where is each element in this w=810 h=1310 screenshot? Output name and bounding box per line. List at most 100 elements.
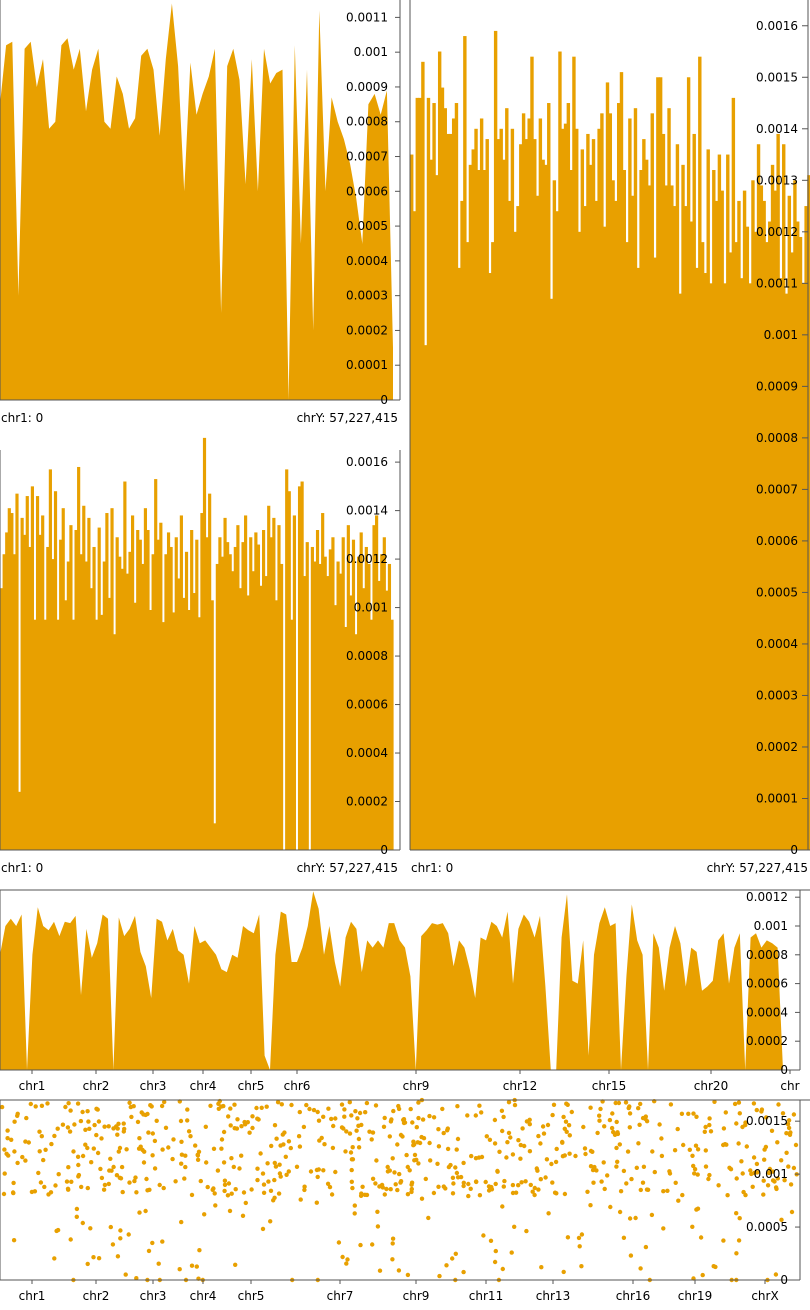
scatter-point [99, 1175, 105, 1181]
panel-c-bar [672, 206, 677, 850]
panel-c-bar [748, 283, 752, 851]
scatter-point [118, 1228, 123, 1233]
scatter-point [408, 1106, 413, 1112]
panel-b-bar [367, 563, 371, 850]
scatter-point [160, 1147, 165, 1152]
scatter-point [205, 1184, 210, 1190]
scatter-point [123, 1272, 128, 1277]
scatter-point [76, 1162, 81, 1168]
scatter-point [137, 1210, 142, 1215]
panel-c-bar [807, 175, 810, 850]
panel-c-bar [714, 200, 719, 850]
scatter-point [250, 1114, 255, 1119]
scatter-point [162, 1099, 167, 1105]
scatter-point [331, 1123, 336, 1129]
scatter-point [638, 1101, 643, 1107]
scatter-point [488, 1238, 494, 1244]
panel-b-bar [10, 513, 14, 850]
scatter-point [773, 1272, 779, 1277]
panel-c-x-end-label: chrY: 57,227,415 [707, 861, 808, 875]
scatter-point [272, 1177, 277, 1183]
scatter-point [520, 1126, 525, 1131]
panel-c-bar [653, 257, 657, 851]
scatter-point [137, 1136, 142, 1141]
scatter-point [356, 1145, 362, 1150]
panel-b-bar [328, 549, 332, 850]
scatter-point [163, 1125, 169, 1131]
scatter-point [316, 1118, 322, 1123]
panel-b-bar [123, 481, 127, 850]
panel-b-bar [166, 532, 171, 850]
panel-c-bar [675, 144, 680, 851]
scatter-point [563, 1119, 569, 1124]
panel-c-bar [667, 108, 671, 851]
scatter-point [296, 1134, 302, 1139]
scatter-point [608, 1204, 613, 1210]
panel-a-y-tick-label: 0.0007 [346, 150, 388, 164]
panel-c-x-start-label: chr1: 0 [411, 861, 453, 875]
scatter-point [15, 1113, 20, 1119]
scatter-point [599, 1179, 604, 1184]
scatter-point [340, 1254, 345, 1260]
scatter-point [436, 1144, 442, 1149]
scatter-point [68, 1237, 73, 1242]
scatter-point [702, 1129, 707, 1135]
scatter-point [185, 1118, 190, 1123]
panel-d-area-chart: 0 0.0002 0.0004 0.0006 0.0008 0.001 0.0012 chr1… [0, 889, 810, 1093]
scatter-point [411, 1143, 416, 1148]
scatter-point [281, 1142, 286, 1147]
scatter-point [314, 1167, 320, 1173]
scatter-point [659, 1136, 664, 1141]
panel-c-bar [499, 128, 503, 851]
panel-c-bar [751, 180, 755, 851]
scatter-point [615, 1131, 621, 1137]
scatter-point [510, 1190, 516, 1196]
scatter-point [302, 1187, 307, 1193]
panel-e-y-tick-label: 0 [780, 1273, 788, 1287]
scatter-point [692, 1171, 697, 1176]
panel-c-bar [695, 267, 699, 850]
scatter-point [744, 1144, 749, 1149]
scatter-point [264, 1104, 269, 1109]
scatter-point [695, 1147, 701, 1152]
scatter-point [473, 1113, 478, 1118]
scatter-point [375, 1224, 381, 1229]
panel-c-bar [790, 252, 794, 851]
scatter-point [315, 1174, 320, 1180]
panel-b-bar [77, 466, 81, 850]
scatter-point [80, 1153, 86, 1159]
panel-b-bar-chart: 0 0.0002 0.0004 0.0006 0.0008 0.001 0.0012 0.00… [0, 437, 401, 875]
scatter-point [772, 1179, 777, 1184]
panel-b-bar [385, 590, 389, 850]
scatter-point [347, 1100, 352, 1105]
scatter-point [672, 1148, 678, 1153]
scatter-point [554, 1146, 559, 1152]
scatter-point [700, 1272, 705, 1278]
scatter-point [89, 1160, 94, 1165]
panel-e-x-tick-label: chr5 [238, 1289, 265, 1303]
scatter-point [776, 1102, 781, 1107]
scatter-point [333, 1116, 338, 1121]
panel-b-bar [61, 508, 65, 850]
panel-c-bar [647, 185, 652, 850]
scatter-point [397, 1171, 402, 1177]
scatter-point [388, 1187, 393, 1192]
scatter-point [567, 1151, 572, 1156]
scatter-point [122, 1126, 127, 1132]
panel-c-bar [678, 293, 682, 850]
scatter-point [410, 1120, 415, 1125]
scatter-point [775, 1176, 780, 1181]
panel-b-bar [300, 481, 304, 850]
scatter-point [146, 1248, 152, 1254]
panel-b-y-tick-label: 0.0016 [346, 455, 388, 469]
panel-c-bar [591, 139, 596, 851]
scatter-point [450, 1191, 456, 1196]
scatter-point [275, 1100, 281, 1105]
panel-b-bar [236, 525, 240, 850]
scatter-point [159, 1103, 165, 1109]
scatter-point [108, 1156, 113, 1162]
panel-c-bar [796, 221, 800, 850]
panel-b-bar [89, 588, 94, 850]
scatter-point [360, 1184, 365, 1190]
scatter-point [627, 1104, 632, 1109]
